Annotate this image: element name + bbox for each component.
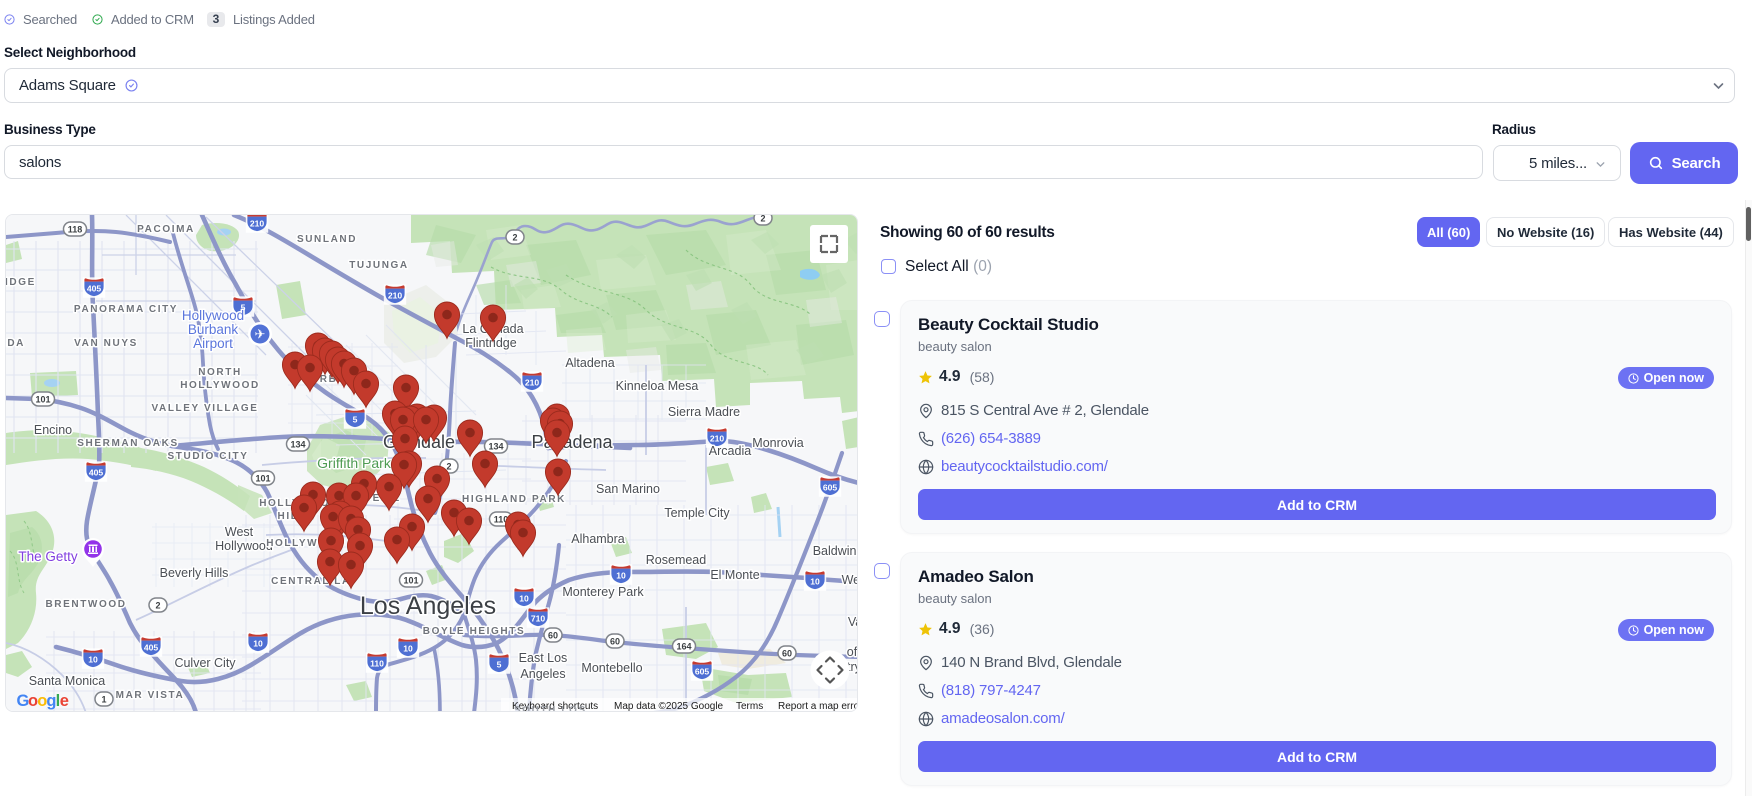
svg-text:VALLEY VILLAGE: VALLEY VILLAGE (151, 403, 258, 414)
svg-text:try: try (847, 660, 858, 674)
svg-text:164: 164 (676, 641, 691, 651)
svg-text:Encino: Encino (34, 423, 72, 437)
svg-text:605: 605 (823, 483, 838, 493)
svg-text:210: 210 (525, 378, 540, 388)
svg-text:Map data ©2025 Google: Map data ©2025 Google (614, 701, 724, 712)
svg-text:10: 10 (253, 639, 263, 649)
svg-text:Rosemead: Rosemead (646, 553, 706, 567)
svg-text:Temple City: Temple City (664, 506, 730, 520)
svg-text:Monrovia: Monrovia (752, 436, 803, 450)
svg-text:Hollywood: Hollywood (182, 308, 244, 323)
svg-text:118: 118 (68, 224, 83, 234)
svg-text:San Marino: San Marino (596, 482, 660, 496)
svg-text:10: 10 (616, 571, 626, 581)
svg-text:NORTH: NORTH (198, 367, 242, 378)
svg-text:110: 110 (494, 514, 509, 524)
svg-text:of: of (847, 645, 858, 659)
svg-text:10: 10 (403, 644, 413, 654)
svg-text:210: 210 (250, 219, 265, 229)
svg-text:Los Angeles: Los Angeles (360, 592, 496, 620)
svg-text:210: 210 (710, 434, 725, 444)
svg-text:Terms: Terms (736, 701, 763, 712)
svg-text:Griffith Park: Griffith Park (317, 455, 392, 471)
svg-text:HIGHLAND PARK: HIGHLAND PARK (462, 494, 566, 505)
svg-text:SHERMAN OAKS: SHERMAN OAKS (77, 438, 178, 449)
svg-text:405: 405 (87, 284, 102, 294)
svg-text:134: 134 (488, 441, 503, 451)
svg-text:PANORAMA CITY: PANORAMA CITY (74, 304, 178, 315)
svg-text:o: o (28, 692, 38, 710)
svg-text:STUDIO CITY: STUDIO CITY (168, 451, 249, 462)
svg-text:PACOIMA: PACOIMA (137, 224, 195, 235)
svg-text:Report a map error: Report a map error (778, 701, 858, 712)
svg-text:405: 405 (89, 468, 104, 478)
svg-text:Wes: Wes (842, 573, 858, 587)
svg-text:EDA: EDA (6, 338, 25, 349)
svg-text:East Los: East Los (519, 651, 568, 665)
svg-text:Baldwin Pa: Baldwin Pa (813, 544, 858, 558)
svg-text:g: g (46, 692, 56, 710)
svg-text:5: 5 (353, 415, 358, 425)
svg-text:Beverly Hills: Beverly Hills (160, 566, 229, 580)
svg-text:Flintridge: Flintridge (465, 336, 516, 350)
svg-text:G: G (17, 692, 30, 710)
svg-text:CENTRAL LA: CENTRAL LA (271, 576, 351, 587)
svg-text:405: 405 (144, 643, 159, 653)
svg-text:10: 10 (810, 577, 820, 587)
svg-text:10: 10 (88, 655, 98, 665)
svg-text:5: 5 (241, 303, 246, 313)
svg-text:HOLLYWOOD: HOLLYWOOD (180, 380, 260, 391)
svg-text:The Getty: The Getty (18, 549, 78, 564)
svg-text:Montebello: Montebello (581, 661, 642, 675)
svg-text:60: 60 (782, 648, 792, 658)
svg-text:El Monte: El Monte (710, 568, 759, 582)
svg-text:Burbank: Burbank (188, 322, 239, 337)
svg-text:101: 101 (403, 575, 418, 585)
svg-text:Va: Va (848, 615, 858, 629)
svg-text:101: 101 (35, 394, 50, 404)
svg-text:2: 2 (446, 461, 451, 471)
svg-text:Santa Monica: Santa Monica (29, 674, 105, 688)
svg-text:Sierra Madre: Sierra Madre (668, 405, 740, 419)
svg-text:2: 2 (155, 600, 160, 610)
svg-text:SUNLAND: SUNLAND (297, 234, 357, 245)
svg-text:710: 710 (531, 614, 546, 624)
svg-text:Culver City: Culver City (174, 656, 236, 670)
svg-text:2: 2 (760, 215, 765, 223)
svg-text:210: 210 (388, 291, 403, 301)
svg-text:Arcadia: Arcadia (709, 444, 751, 458)
svg-text:e: e (60, 692, 69, 710)
svg-text:BOYLE HEIGHTS: BOYLE HEIGHTS (423, 626, 525, 637)
svg-text:✈: ✈ (255, 327, 266, 342)
svg-text:TUJUNGA: TUJUNGA (349, 260, 409, 271)
svg-text:Monterey Park: Monterey Park (562, 585, 644, 599)
svg-text:Angeles: Angeles (520, 667, 565, 681)
svg-text:Hollywood: Hollywood (215, 539, 273, 553)
svg-text:l: l (56, 692, 61, 710)
svg-text:MAR VISTA: MAR VISTA (116, 690, 185, 701)
svg-text:VAN NUYS: VAN NUYS (74, 338, 138, 349)
svg-text:101: 101 (255, 473, 270, 483)
svg-text:134: 134 (290, 439, 305, 449)
svg-text:2: 2 (512, 232, 517, 242)
svg-text:o: o (37, 692, 47, 710)
svg-text:60: 60 (610, 636, 620, 646)
svg-text:BRENTWOOD: BRENTWOOD (45, 599, 126, 610)
svg-text:Kinneloa Mesa: Kinneloa Mesa (616, 379, 699, 393)
svg-text:Pasadena: Pasadena (531, 432, 613, 452)
svg-text:Alhambra: Alhambra (571, 532, 625, 546)
svg-text:Altadena: Altadena (565, 356, 614, 370)
svg-text:SOUTH LOS: SOUTH LOS (514, 705, 587, 712)
svg-text:60: 60 (548, 630, 558, 640)
svg-text:Keyboard shortcuts: Keyboard shortcuts (512, 701, 598, 712)
svg-text:605: 605 (695, 667, 710, 677)
svg-text:10: 10 (519, 594, 529, 604)
svg-text:West: West (225, 525, 254, 539)
svg-text:5: 5 (497, 660, 502, 670)
svg-text:Airport: Airport (193, 336, 233, 351)
svg-text:110: 110 (370, 659, 384, 669)
svg-text:RIDGE: RIDGE (6, 277, 36, 288)
svg-text:1: 1 (101, 694, 106, 704)
